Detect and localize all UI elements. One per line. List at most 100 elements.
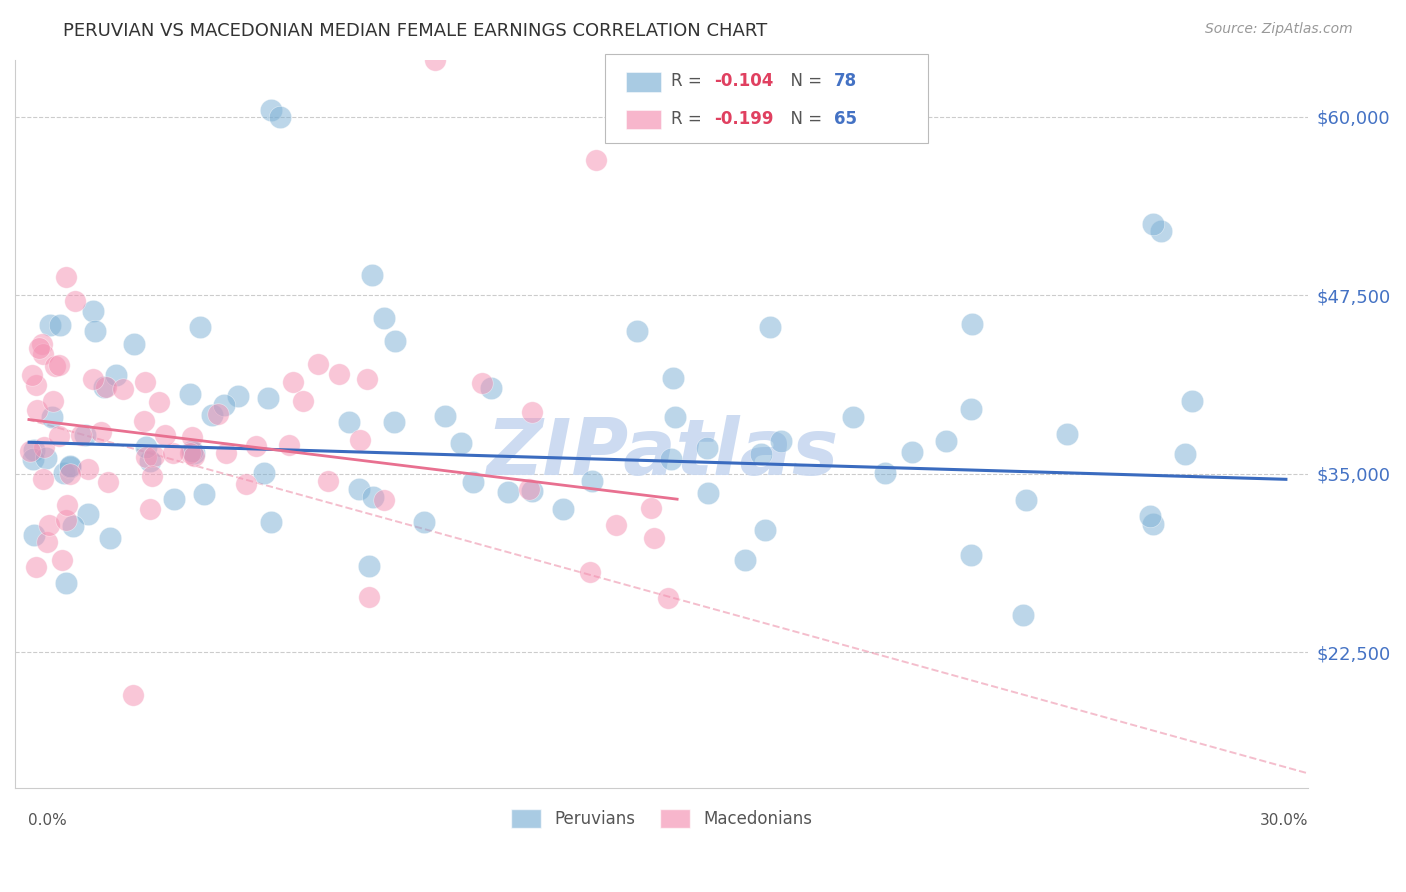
Point bbox=[139, 501, 162, 516]
Point bbox=[163, 492, 186, 507]
Text: -0.199: -0.199 bbox=[714, 110, 773, 128]
Point bbox=[24, 378, 46, 392]
Point bbox=[257, 391, 280, 405]
Point bbox=[180, 444, 202, 458]
Point bbox=[51, 553, 73, 567]
Point bbox=[104, 368, 127, 382]
Point bbox=[48, 359, 70, 373]
Point bbox=[841, 409, 863, 424]
Point bbox=[48, 318, 70, 332]
Point bbox=[373, 310, 395, 325]
Point bbox=[25, 560, 48, 574]
Point bbox=[215, 446, 238, 460]
Point bbox=[640, 500, 662, 515]
Point bbox=[53, 467, 76, 481]
Point bbox=[1150, 224, 1173, 238]
Point bbox=[644, 532, 666, 546]
Point bbox=[696, 441, 718, 455]
Point bbox=[63, 293, 86, 308]
Point bbox=[520, 483, 543, 498]
Point bbox=[179, 387, 201, 401]
Point bbox=[155, 427, 177, 442]
Text: 65: 65 bbox=[834, 110, 856, 128]
Point bbox=[139, 454, 162, 468]
Point bbox=[143, 450, 166, 464]
Text: PERUVIAN VS MACEDONIAN MEDIAN FEMALE EARNINGS CORRELATION CHART: PERUVIAN VS MACEDONIAN MEDIAN FEMALE EAR… bbox=[63, 22, 768, 40]
Point bbox=[450, 435, 472, 450]
Point bbox=[22, 528, 45, 542]
Text: Source: ZipAtlas.com: Source: ZipAtlas.com bbox=[1205, 22, 1353, 37]
Point bbox=[349, 433, 371, 447]
Point bbox=[134, 376, 156, 390]
Point bbox=[328, 367, 350, 381]
Point bbox=[471, 376, 494, 391]
Point bbox=[1142, 217, 1164, 231]
Point bbox=[1181, 393, 1204, 408]
Point bbox=[1056, 427, 1078, 442]
Point bbox=[496, 485, 519, 500]
Point bbox=[38, 517, 60, 532]
Point bbox=[135, 440, 157, 454]
Point bbox=[657, 591, 679, 605]
Point bbox=[960, 548, 983, 562]
Point bbox=[39, 318, 62, 333]
Point bbox=[98, 532, 121, 546]
Point bbox=[141, 468, 163, 483]
Point bbox=[55, 513, 77, 527]
Point bbox=[77, 462, 100, 476]
Point bbox=[347, 482, 370, 496]
Point bbox=[35, 535, 58, 549]
Point bbox=[581, 475, 603, 489]
Point bbox=[245, 439, 267, 453]
Point bbox=[34, 450, 56, 465]
Point bbox=[93, 380, 115, 394]
Point bbox=[659, 452, 682, 467]
Point bbox=[260, 103, 283, 117]
Point bbox=[269, 110, 291, 124]
Point bbox=[59, 460, 82, 475]
Text: N =: N = bbox=[780, 110, 828, 128]
Point bbox=[58, 458, 80, 473]
Point bbox=[900, 445, 922, 459]
Point bbox=[316, 474, 339, 488]
Point bbox=[307, 357, 329, 371]
Point bbox=[662, 371, 685, 385]
Point bbox=[463, 475, 485, 490]
Point bbox=[94, 379, 117, 393]
Point bbox=[769, 434, 792, 448]
Point bbox=[875, 467, 897, 481]
Point bbox=[112, 382, 135, 396]
Point bbox=[359, 590, 381, 604]
Point bbox=[605, 518, 627, 533]
Point bbox=[27, 403, 49, 417]
Point bbox=[520, 404, 543, 418]
Point bbox=[754, 524, 776, 538]
Text: 30.0%: 30.0% bbox=[1260, 814, 1309, 829]
Point bbox=[734, 553, 756, 567]
Point bbox=[1174, 447, 1197, 461]
Point bbox=[412, 515, 434, 529]
Point bbox=[373, 493, 395, 508]
Point bbox=[292, 393, 315, 408]
Point bbox=[41, 409, 63, 424]
Point bbox=[201, 408, 224, 422]
Point bbox=[58, 467, 80, 481]
Point bbox=[22, 452, 45, 467]
Point bbox=[55, 269, 77, 284]
Point bbox=[134, 414, 156, 428]
Point bbox=[73, 428, 96, 442]
Point bbox=[696, 486, 718, 500]
Point bbox=[361, 490, 384, 504]
Text: 78: 78 bbox=[834, 72, 856, 90]
Point bbox=[32, 347, 55, 361]
Point bbox=[434, 409, 457, 424]
Point bbox=[135, 450, 157, 464]
Point bbox=[183, 446, 205, 460]
Point bbox=[253, 466, 276, 480]
Point bbox=[55, 576, 77, 591]
Point bbox=[48, 428, 70, 442]
Point bbox=[960, 401, 983, 416]
Point bbox=[626, 324, 648, 338]
Point bbox=[21, 368, 44, 382]
Point bbox=[97, 475, 120, 490]
